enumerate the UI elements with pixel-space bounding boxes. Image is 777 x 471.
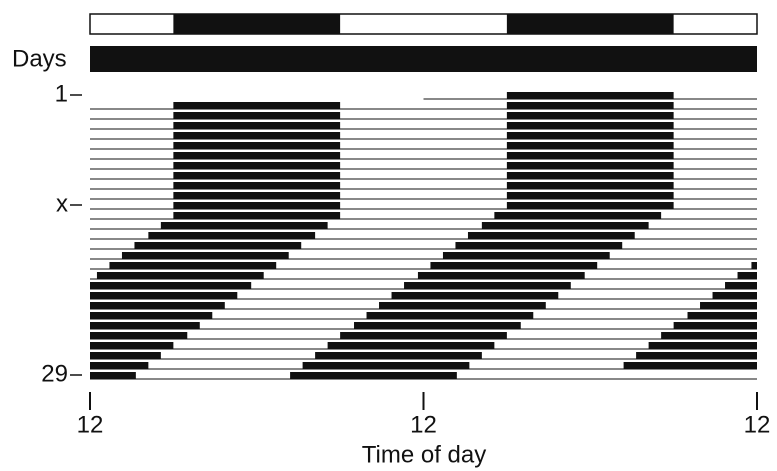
activity-bout xyxy=(506,192,674,199)
activity-bout xyxy=(315,352,482,359)
x-tick-label: 12 xyxy=(77,411,104,438)
activity-bout xyxy=(648,342,757,349)
activity-bout xyxy=(687,312,757,319)
activity-bout xyxy=(506,162,674,169)
activity-bout xyxy=(506,102,674,109)
activity-bout xyxy=(417,272,585,279)
activity-bout xyxy=(506,142,674,149)
activity-bout xyxy=(173,132,341,139)
activity-bout xyxy=(90,372,136,379)
activity-bout xyxy=(494,212,662,219)
activity-bout xyxy=(506,202,674,209)
activity-bout xyxy=(506,122,674,129)
activity-bout xyxy=(366,312,534,319)
activity-bout xyxy=(455,242,623,249)
activity-bout xyxy=(430,262,598,269)
activity-bout xyxy=(379,302,546,309)
activity-bout xyxy=(506,152,674,159)
x-tick-label: 12 xyxy=(410,411,437,438)
activity-bout xyxy=(90,322,200,329)
activity-bout xyxy=(173,152,341,159)
activity-bout xyxy=(90,292,238,299)
activity-bout xyxy=(134,242,302,249)
activity-bout xyxy=(173,162,341,169)
x-axis-label: Time of day xyxy=(362,441,487,468)
activity-bout xyxy=(90,332,188,339)
dark-period xyxy=(506,14,674,34)
activity-bout xyxy=(121,252,289,259)
activity-bout xyxy=(290,372,457,379)
activity-bout xyxy=(467,232,635,239)
activity-bout xyxy=(737,272,757,279)
y-tick-label: 1 xyxy=(55,80,68,107)
activity-bout xyxy=(481,222,649,229)
y-tick-label: x xyxy=(56,190,68,217)
activity-bout xyxy=(90,302,225,309)
dark-period xyxy=(173,14,341,34)
activity-bout xyxy=(302,362,470,369)
activity-bout xyxy=(391,292,559,299)
activity-bout xyxy=(90,342,174,349)
activity-bout xyxy=(442,252,610,259)
activity-bout xyxy=(751,262,757,269)
activity-bout xyxy=(354,322,521,329)
activity-bout xyxy=(109,262,277,269)
activity-bout xyxy=(173,212,341,219)
activity-bout xyxy=(661,332,757,339)
activity-bout xyxy=(712,292,757,299)
activity-bout xyxy=(173,172,341,179)
activity-bout xyxy=(90,352,161,359)
activity-bout xyxy=(506,182,674,189)
constant-dark-bar xyxy=(90,46,757,72)
activity-bout xyxy=(90,282,252,289)
activity-bout xyxy=(404,282,571,289)
activity-bout xyxy=(173,182,341,189)
activity-bout xyxy=(700,302,757,309)
activity-bout xyxy=(90,312,213,319)
activity-bout xyxy=(506,112,674,119)
activity-bout xyxy=(96,272,264,279)
activity-bout xyxy=(636,352,757,359)
x-tick-label: 12 xyxy=(744,411,771,438)
activity-bout xyxy=(725,282,757,289)
activity-bout xyxy=(173,202,341,209)
activity-bout xyxy=(506,132,674,139)
activity-bout xyxy=(90,362,149,369)
activity-bout xyxy=(506,92,674,99)
y-tick-label: 29 xyxy=(41,360,68,387)
activity-bout xyxy=(327,342,495,349)
activity-bout xyxy=(173,192,341,199)
y-axis-label: Days xyxy=(12,45,67,72)
activity-bout xyxy=(173,102,341,109)
activity-bout xyxy=(160,222,328,229)
activity-bout xyxy=(506,172,674,179)
activity-bout xyxy=(623,362,757,369)
activity-bout xyxy=(673,322,757,329)
activity-bout xyxy=(173,142,341,149)
activity-bout xyxy=(148,232,316,239)
activity-bout xyxy=(340,332,507,339)
activity-bout xyxy=(173,112,341,119)
activity-bout xyxy=(173,122,341,129)
